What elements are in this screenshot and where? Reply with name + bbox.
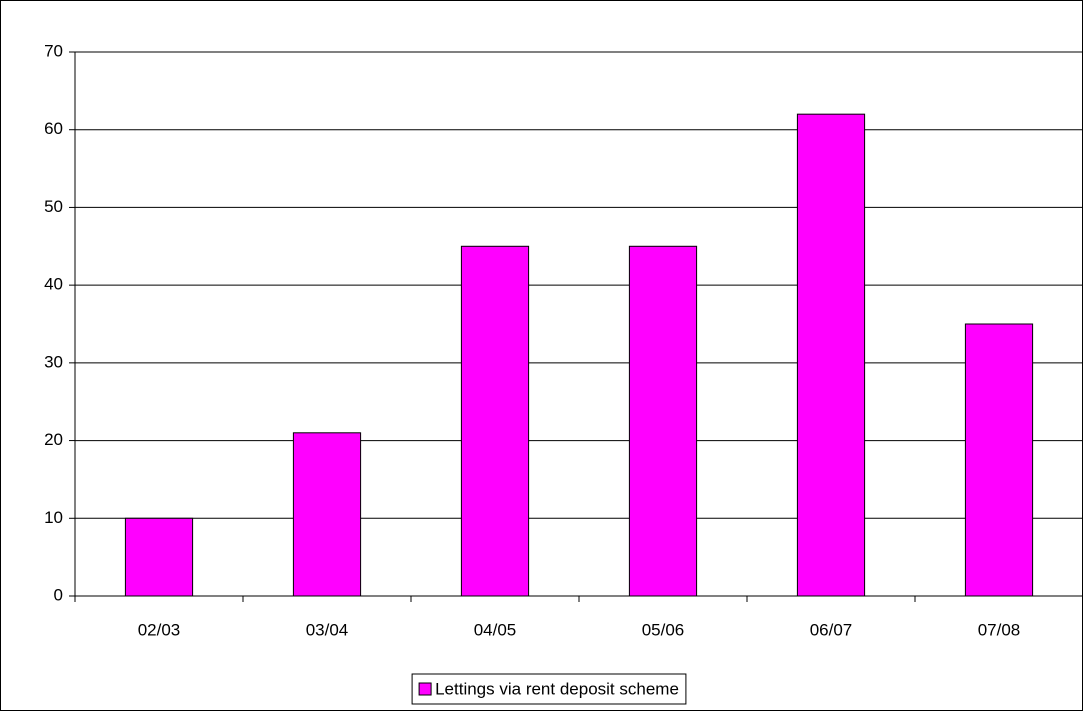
y-tick-label: 60 xyxy=(44,119,63,138)
bar xyxy=(124,517,194,597)
legend-label: Lettings via rent deposit scheme xyxy=(435,679,679,698)
y-tick-label: 40 xyxy=(44,275,63,294)
legend-box xyxy=(411,673,687,705)
bar xyxy=(628,245,698,597)
y-tick-label: 70 xyxy=(44,41,63,60)
y-tick-label: 20 xyxy=(44,430,63,449)
legend-swatch xyxy=(418,682,432,696)
x-tick-label: 07/08 xyxy=(978,620,1021,639)
x-tick-label: 05/06 xyxy=(642,620,685,639)
y-tick-label: 0 xyxy=(54,585,63,604)
x-tick-label: 04/05 xyxy=(474,620,517,639)
y-tick-label: 10 xyxy=(44,508,63,527)
x-tick-label: 02/03 xyxy=(138,620,181,639)
x-tick-label: 06/07 xyxy=(810,620,853,639)
y-tick-label: 30 xyxy=(44,352,63,371)
bar xyxy=(964,323,1034,597)
bar xyxy=(292,432,362,597)
x-tick-label: 03/04 xyxy=(306,620,349,639)
bar xyxy=(460,245,530,597)
y-tick-label: 50 xyxy=(44,197,63,216)
bar xyxy=(796,113,866,597)
